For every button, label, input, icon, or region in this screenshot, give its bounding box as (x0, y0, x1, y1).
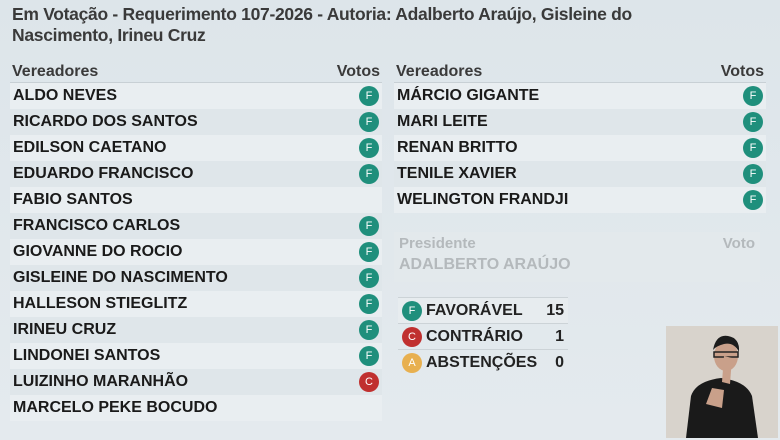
total-row: C CONTRÁRIO 1 (398, 323, 568, 349)
president-name: ADALBERTO ARAÚJO (399, 256, 571, 273)
councilor-row: IRINEU CRUZ F (10, 317, 382, 343)
vote-badge-icon: F (743, 164, 763, 184)
councilor-name: MARI LEITE (397, 113, 488, 130)
councilors-list-left: Vereadores Votos ALDO NEVES F RICARDO DOS S… (10, 61, 382, 421)
councilor-row: FRANCISCO CARLOS F (10, 213, 382, 239)
interpreter-image (666, 326, 778, 438)
vote-badge-icon: C (359, 372, 379, 392)
councilor-name: IRINEU CRUZ (13, 321, 117, 338)
vote-badge-icon: F (359, 216, 379, 236)
councilor-row: TENILE XAVIER F (394, 161, 766, 187)
total-label: CONTRÁRIO (426, 327, 523, 345)
total-label: ABSTENÇÕES (426, 353, 538, 371)
councilor-name: MÁRCIO GIGANTE (397, 87, 540, 104)
councilor-row: MARI LEITE F (394, 109, 766, 135)
list-header: Vereadores Votos (10, 61, 382, 83)
vote-badge-icon: F (359, 268, 379, 288)
header-vote: Votos (336, 62, 380, 80)
councilor-name: GIOVANNE DO ROCIO (13, 243, 183, 260)
vote-badge-icon: F (743, 112, 763, 132)
councilor-row: ALDO NEVES F (10, 83, 382, 109)
total-row: F FAVORÁVEL 15 (398, 297, 568, 323)
total-label: FAVORÁVEL (426, 301, 523, 319)
vote-title: Em Votação - Requerimento 107-2026 - Aut… (12, 4, 632, 45)
councilor-row: MARCELO PEKE BOCUDO (10, 395, 382, 421)
header-vote: Votos (720, 62, 764, 80)
vote-badge-icon: F (359, 112, 379, 132)
president-panel: Presidente Voto ADALBERTO ARAÚJO (394, 232, 760, 282)
councilor-name: ALDO NEVES (13, 87, 118, 104)
councilor-name: RENAN BRITTO (397, 139, 518, 156)
total-count: 1 (555, 327, 564, 345)
councilors-list-right: Vereadores Votos MÁRCIO GIGANTE F MARI LEIT… (394, 61, 766, 213)
councilor-row: RENAN BRITTO F (394, 135, 766, 161)
vote-badge-icon: F (743, 86, 763, 106)
councilor-name: LUIZINHO MARANHÃO (13, 373, 189, 390)
vote-badge-icon: F (743, 138, 763, 158)
sign-language-interpreter-video (666, 326, 778, 438)
councilor-name: LINDONEI SANTOS (13, 347, 161, 364)
councilor-row: EDILSON CAETANO F (10, 135, 382, 161)
president-label: Presidente (399, 235, 476, 252)
councilor-row: WELINGTON FRANDJI F (394, 187, 766, 213)
councilor-row: GISLEINE DO NASCIMENTO F (10, 265, 382, 291)
councilor-name: WELINGTON FRANDJI (397, 191, 569, 208)
councilor-name: EDUARDO FRANCISCO (13, 165, 194, 182)
councilor-row: HALLESON STIEGLITZ F (10, 291, 382, 317)
vote-badge-icon: F (359, 164, 379, 184)
councilor-name: RICARDO DOS SANTOS (13, 113, 198, 130)
councilor-name: EDILSON CAETANO (13, 139, 167, 156)
councilor-name: FABIO SANTOS (13, 191, 133, 208)
list-header: Vereadores Votos (394, 61, 766, 83)
councilor-name: FRANCISCO CARLOS (13, 217, 181, 234)
councilor-row: GIOVANNE DO ROCIO F (10, 239, 382, 265)
total-count: 0 (555, 353, 564, 371)
header-name: Vereadores (396, 62, 483, 80)
councilor-name: TENILE XAVIER (397, 165, 517, 182)
vote-type-icon: C (402, 326, 422, 347)
vote-totals: F FAVORÁVEL 15 C CONTRÁRIO 1 A ABSTENÇÕES 0 (398, 297, 568, 375)
councilor-name: MARCELO PEKE BOCUDO (13, 399, 218, 416)
vote-badge-icon: F (359, 346, 379, 366)
councilor-name: GISLEINE DO NASCIMENTO (13, 269, 228, 286)
vote-badge-icon: F (359, 138, 379, 158)
president-vote-label: Voto (722, 235, 755, 252)
councilor-row: LINDONEI SANTOS F (10, 343, 382, 369)
vote-type-icon: A (402, 352, 422, 373)
councilor-row: LUIZINHO MARANHÃO C (10, 369, 382, 395)
vote-type-icon: F (402, 300, 422, 321)
councilor-name: HALLESON STIEGLITZ (13, 295, 188, 312)
vote-badge-icon: F (359, 86, 379, 106)
councilor-row: EDUARDO FRANCISCO F (10, 161, 382, 187)
councilor-row: MÁRCIO GIGANTE F (394, 83, 766, 109)
councilor-row: RICARDO DOS SANTOS F (10, 109, 382, 135)
total-count: 15 (546, 301, 564, 319)
vote-badge-icon: F (743, 190, 763, 210)
header-name: Vereadores (12, 62, 99, 80)
councilor-row: FABIO SANTOS (10, 187, 382, 213)
vote-badge-icon: F (359, 294, 379, 314)
total-row: A ABSTENÇÕES 0 (398, 349, 568, 375)
vote-badge-icon: F (359, 242, 379, 262)
vote-badge-icon: F (359, 320, 379, 340)
